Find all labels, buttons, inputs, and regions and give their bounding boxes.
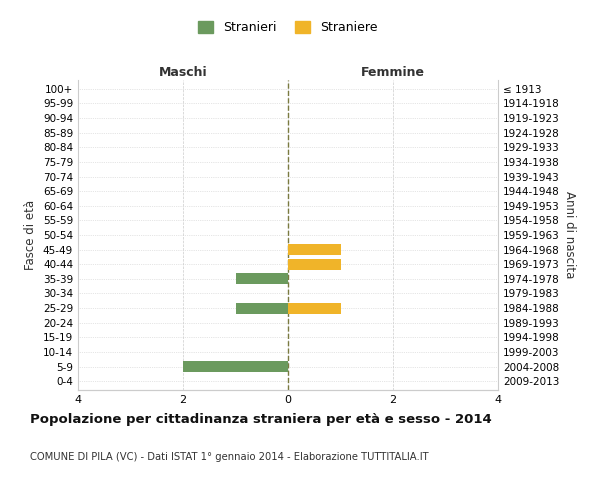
- Bar: [235, 274, 288, 284]
- Y-axis label: Fasce di età: Fasce di età: [25, 200, 37, 270]
- Bar: [183, 361, 288, 372]
- Legend: Stranieri, Straniere: Stranieri, Straniere: [198, 21, 378, 34]
- Bar: [288, 244, 341, 255]
- Bar: [288, 302, 341, 314]
- Text: Popolazione per cittadinanza straniera per età e sesso - 2014: Popolazione per cittadinanza straniera p…: [30, 412, 492, 426]
- Text: Maschi: Maschi: [158, 66, 208, 78]
- Bar: [288, 259, 341, 270]
- Text: COMUNE DI PILA (VC) - Dati ISTAT 1° gennaio 2014 - Elaborazione TUTTITALIA.IT: COMUNE DI PILA (VC) - Dati ISTAT 1° genn…: [30, 452, 428, 462]
- Text: Femmine: Femmine: [361, 66, 425, 78]
- Bar: [235, 302, 288, 314]
- Y-axis label: Anni di nascita: Anni di nascita: [563, 192, 576, 278]
